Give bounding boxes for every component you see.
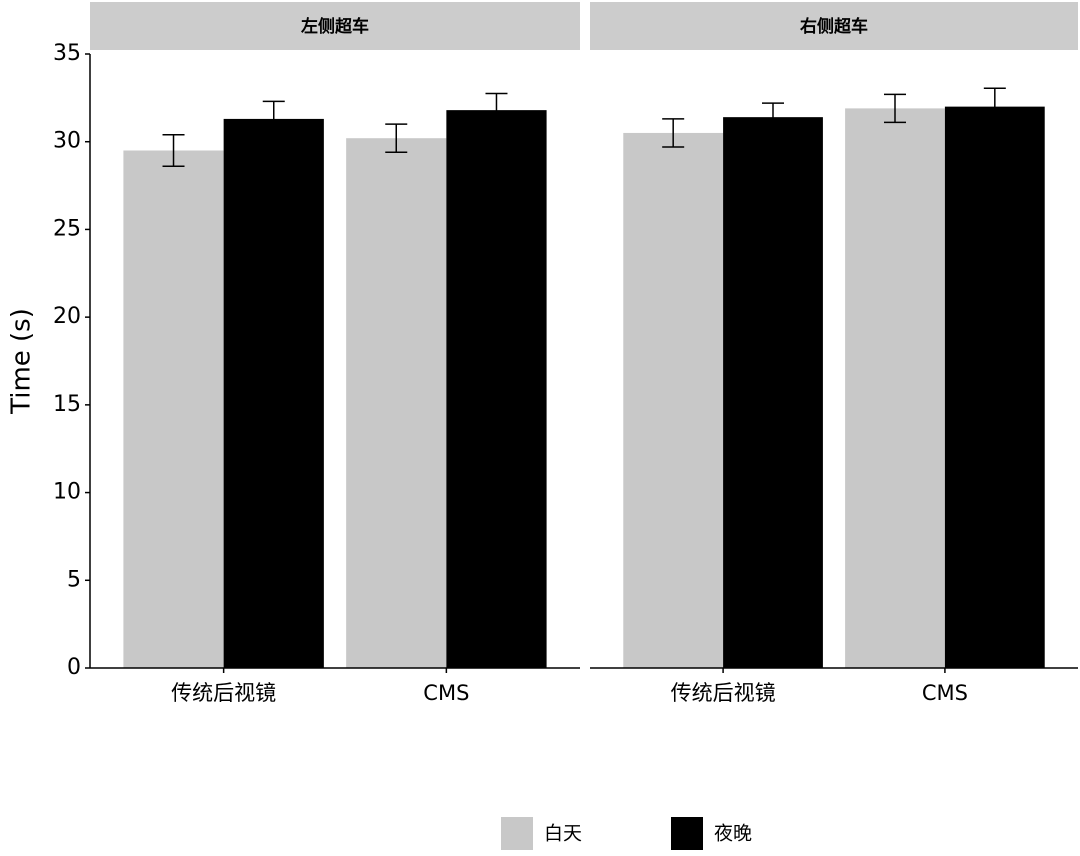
error-bar <box>262 100 285 138</box>
y-tick-label: 30 <box>53 129 81 154</box>
error-bar <box>662 118 685 148</box>
facet-strip <box>90 2 580 50</box>
error-bar <box>884 93 906 124</box>
x-tick-label: CMS <box>423 681 469 705</box>
x-tick-label: 传统后视镜 <box>171 681 276 705</box>
error-bar <box>385 123 408 153</box>
y-tick-label: 5 <box>67 567 81 592</box>
y-tick-label: 10 <box>53 480 81 505</box>
error-bar <box>162 133 185 168</box>
error-bar <box>762 102 784 132</box>
bar <box>446 110 547 668</box>
bar <box>346 138 447 669</box>
x-tick-label: 传统后视镜 <box>671 681 776 705</box>
x-tick-label: CMS <box>922 681 968 705</box>
bar <box>223 118 324 668</box>
facet-title: 左侧超车 <box>301 16 369 37</box>
bar <box>123 150 224 668</box>
y-axis-label: Time (s) <box>7 308 37 415</box>
error-bar <box>485 92 508 128</box>
legend-label: 白天 <box>544 823 582 845</box>
bar <box>723 117 823 668</box>
y-tick-label: 35 <box>53 41 81 66</box>
legend-swatch <box>671 817 703 850</box>
legend-swatch <box>501 817 533 850</box>
facet-title: 右侧超车 <box>800 16 868 37</box>
y-tick-label: 25 <box>53 216 81 241</box>
y-tick-label: 20 <box>53 304 81 329</box>
legend-label: 夜晚 <box>714 823 752 845</box>
y-tick-label: 0 <box>67 655 81 680</box>
error-bar <box>983 87 1006 126</box>
y-tick-label: 15 <box>53 392 81 417</box>
facet-strip <box>590 2 1078 50</box>
bar <box>944 106 1045 669</box>
bar <box>845 108 945 668</box>
bar <box>623 132 724 668</box>
